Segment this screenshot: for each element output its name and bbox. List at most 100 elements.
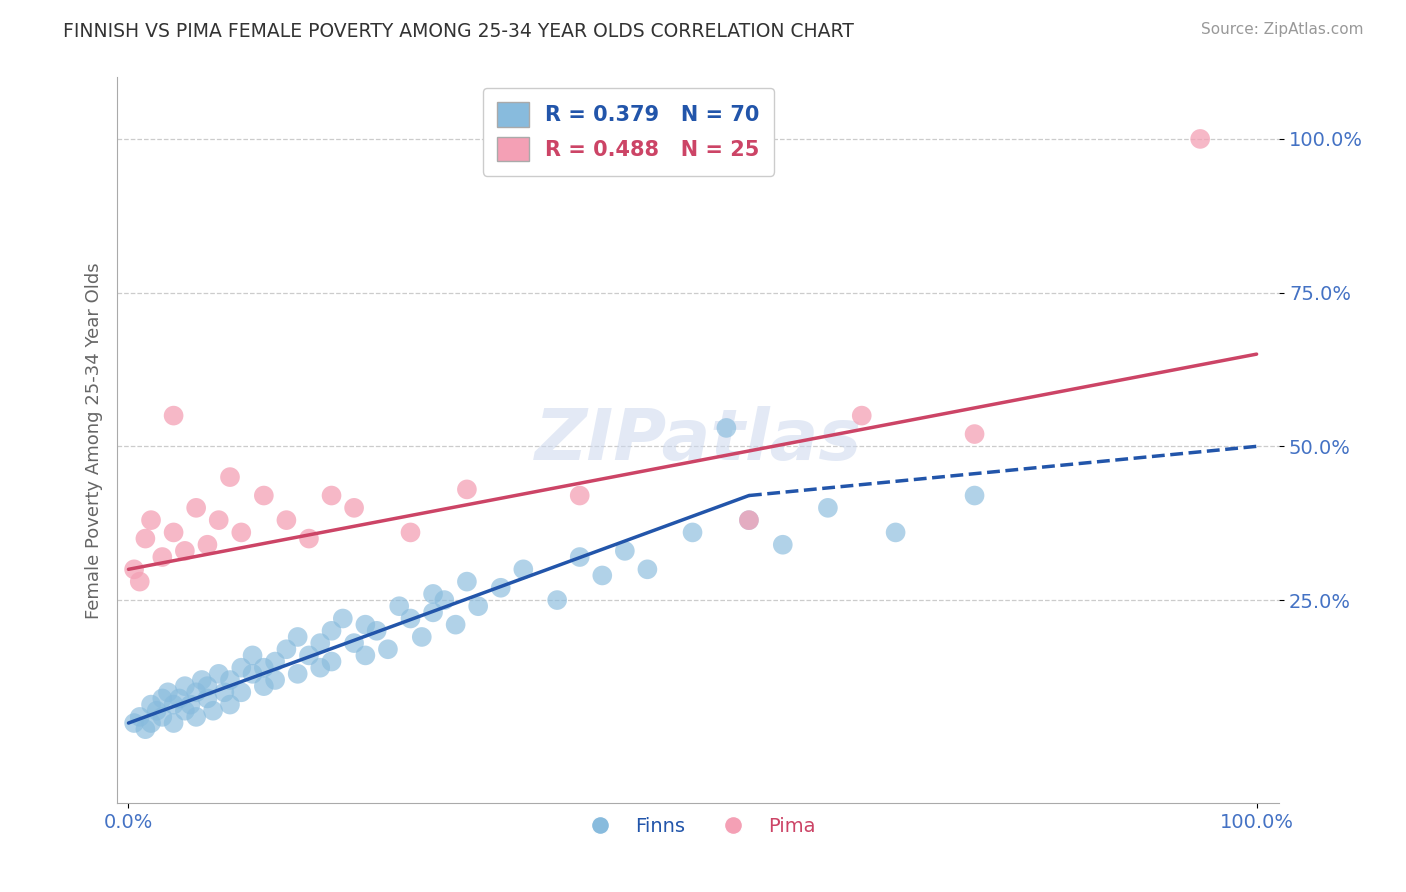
Point <box>191 673 214 687</box>
Point <box>332 611 354 625</box>
Point <box>264 673 287 687</box>
Point <box>219 698 242 712</box>
Point <box>156 685 179 699</box>
Point <box>253 661 276 675</box>
Point <box>186 685 208 699</box>
Point <box>242 648 264 663</box>
Point <box>202 704 225 718</box>
Point <box>343 636 366 650</box>
Point <box>388 599 411 614</box>
Point <box>162 716 184 731</box>
Point <box>772 538 794 552</box>
Point <box>214 685 236 699</box>
Point <box>276 642 298 657</box>
Point <box>186 500 208 515</box>
Point <box>145 704 167 718</box>
Point <box>321 489 343 503</box>
Point <box>489 581 512 595</box>
Point <box>134 722 156 736</box>
Point <box>399 611 422 625</box>
Point <box>568 489 591 503</box>
Text: Source: ZipAtlas.com: Source: ZipAtlas.com <box>1201 22 1364 37</box>
Point <box>399 525 422 540</box>
Text: ZIPatlas: ZIPatlas <box>534 406 862 475</box>
Point <box>231 685 253 699</box>
Point <box>167 691 190 706</box>
Point <box>287 666 309 681</box>
Point <box>591 568 613 582</box>
Point <box>197 679 219 693</box>
Point <box>817 500 839 515</box>
Point <box>150 691 173 706</box>
Point <box>467 599 489 614</box>
Point <box>433 593 456 607</box>
Point <box>884 525 907 540</box>
Point <box>309 661 332 675</box>
Point <box>139 698 162 712</box>
Point <box>186 710 208 724</box>
Point <box>173 544 195 558</box>
Point <box>298 532 321 546</box>
Point <box>197 691 219 706</box>
Point <box>354 617 377 632</box>
Point <box>377 642 399 657</box>
Point <box>321 624 343 638</box>
Point <box>162 698 184 712</box>
Point <box>546 593 568 607</box>
Point <box>444 617 467 632</box>
Point <box>738 513 761 527</box>
Point <box>512 562 534 576</box>
Point <box>276 513 298 527</box>
Point <box>298 648 321 663</box>
Point <box>309 636 332 650</box>
Point <box>173 704 195 718</box>
Point <box>321 655 343 669</box>
Point <box>219 673 242 687</box>
Point <box>366 624 388 638</box>
Point <box>422 587 444 601</box>
Point <box>253 679 276 693</box>
Point <box>122 716 145 731</box>
Point <box>134 532 156 546</box>
Point <box>343 500 366 515</box>
Point <box>568 549 591 564</box>
Point <box>122 562 145 576</box>
Text: FINNISH VS PIMA FEMALE POVERTY AMONG 25-34 YEAR OLDS CORRELATION CHART: FINNISH VS PIMA FEMALE POVERTY AMONG 25-… <box>63 22 855 41</box>
Point <box>173 679 195 693</box>
Point <box>139 716 162 731</box>
Point <box>287 630 309 644</box>
Point <box>231 525 253 540</box>
Legend: Finns, Pima: Finns, Pima <box>572 809 824 844</box>
Point <box>231 661 253 675</box>
Point <box>197 538 219 552</box>
Point <box>613 544 636 558</box>
Point <box>264 655 287 669</box>
Point <box>162 525 184 540</box>
Point <box>253 489 276 503</box>
Point <box>128 574 150 589</box>
Point <box>963 427 986 442</box>
Point <box>456 483 478 497</box>
Point <box>851 409 873 423</box>
Point <box>738 513 761 527</box>
Point <box>208 513 231 527</box>
Point <box>422 606 444 620</box>
Point <box>208 666 231 681</box>
Y-axis label: Female Poverty Among 25-34 Year Olds: Female Poverty Among 25-34 Year Olds <box>86 262 103 618</box>
Point <box>219 470 242 484</box>
Point <box>242 666 264 681</box>
Point <box>354 648 377 663</box>
Point <box>162 409 184 423</box>
Point <box>411 630 433 644</box>
Point <box>139 513 162 527</box>
Point <box>963 489 986 503</box>
Point <box>128 710 150 724</box>
Point <box>456 574 478 589</box>
Point <box>636 562 658 576</box>
Point <box>150 549 173 564</box>
Point <box>150 710 173 724</box>
Point <box>682 525 704 540</box>
Point <box>716 421 738 435</box>
Point <box>180 698 202 712</box>
Point <box>1189 132 1212 146</box>
